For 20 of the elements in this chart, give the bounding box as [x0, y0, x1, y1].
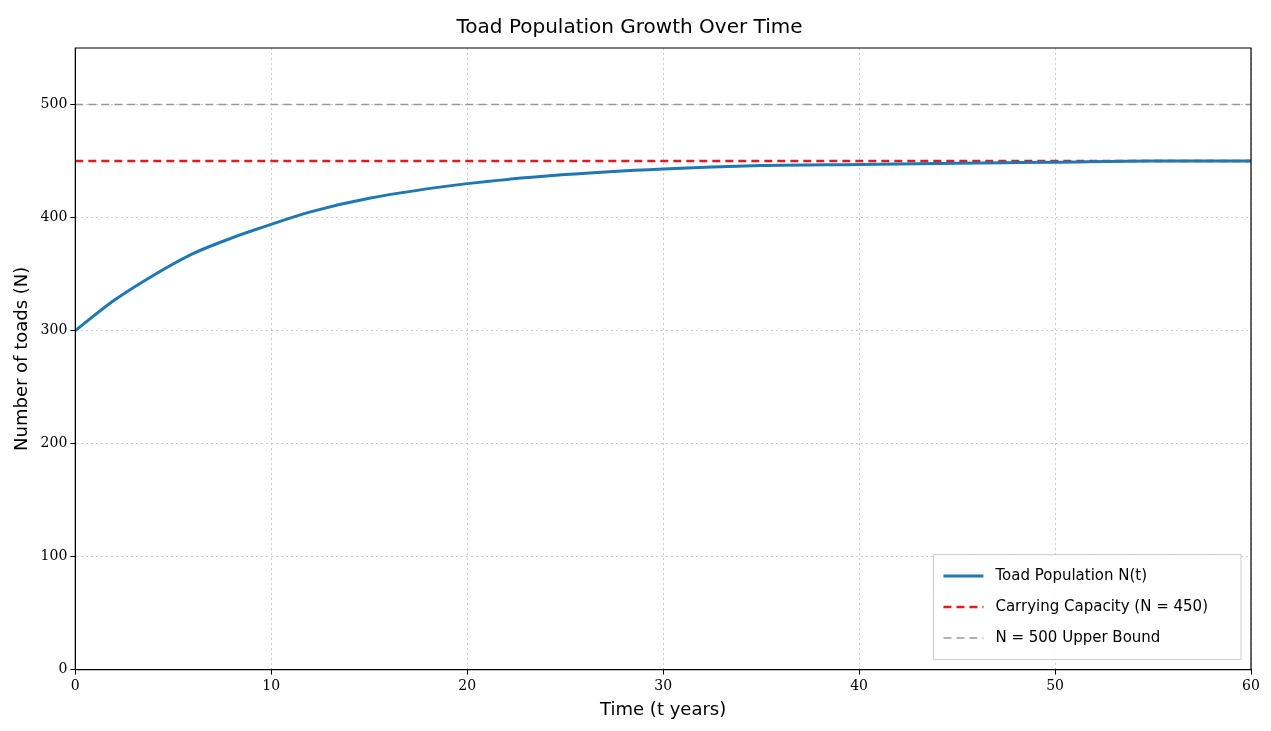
legend-label: N = 500 Upper Bound: [995, 627, 1161, 646]
y-tick-label: 300: [40, 321, 68, 338]
x-axis-title: Time (t years): [599, 697, 727, 719]
y-tick-label: 100: [40, 547, 68, 564]
x-tick-label: 30: [654, 676, 673, 693]
x-tick-label: 20: [458, 676, 477, 693]
x-tick-label: 50: [1046, 676, 1064, 693]
x-tick-label: 10: [262, 676, 281, 693]
y-tick-label: 200: [40, 434, 68, 451]
y-tick-label: 0: [58, 660, 68, 677]
y-tick-label: 400: [40, 208, 68, 225]
x-tick-label: 40: [850, 676, 869, 693]
chart-title: Toad Population Growth Over Time: [455, 14, 803, 39]
x-tick-label: 0: [70, 676, 80, 693]
legend-label: Carrying Capacity (N = 450): [995, 596, 1209, 615]
x-tick-label: 60: [1242, 676, 1260, 693]
line-series: [75, 159, 1251, 333]
y-tick-label: 500: [40, 95, 68, 112]
y-axis-title: Number of toads (N): [10, 266, 32, 451]
legend-label: Toad Population N(t): [994, 565, 1148, 584]
